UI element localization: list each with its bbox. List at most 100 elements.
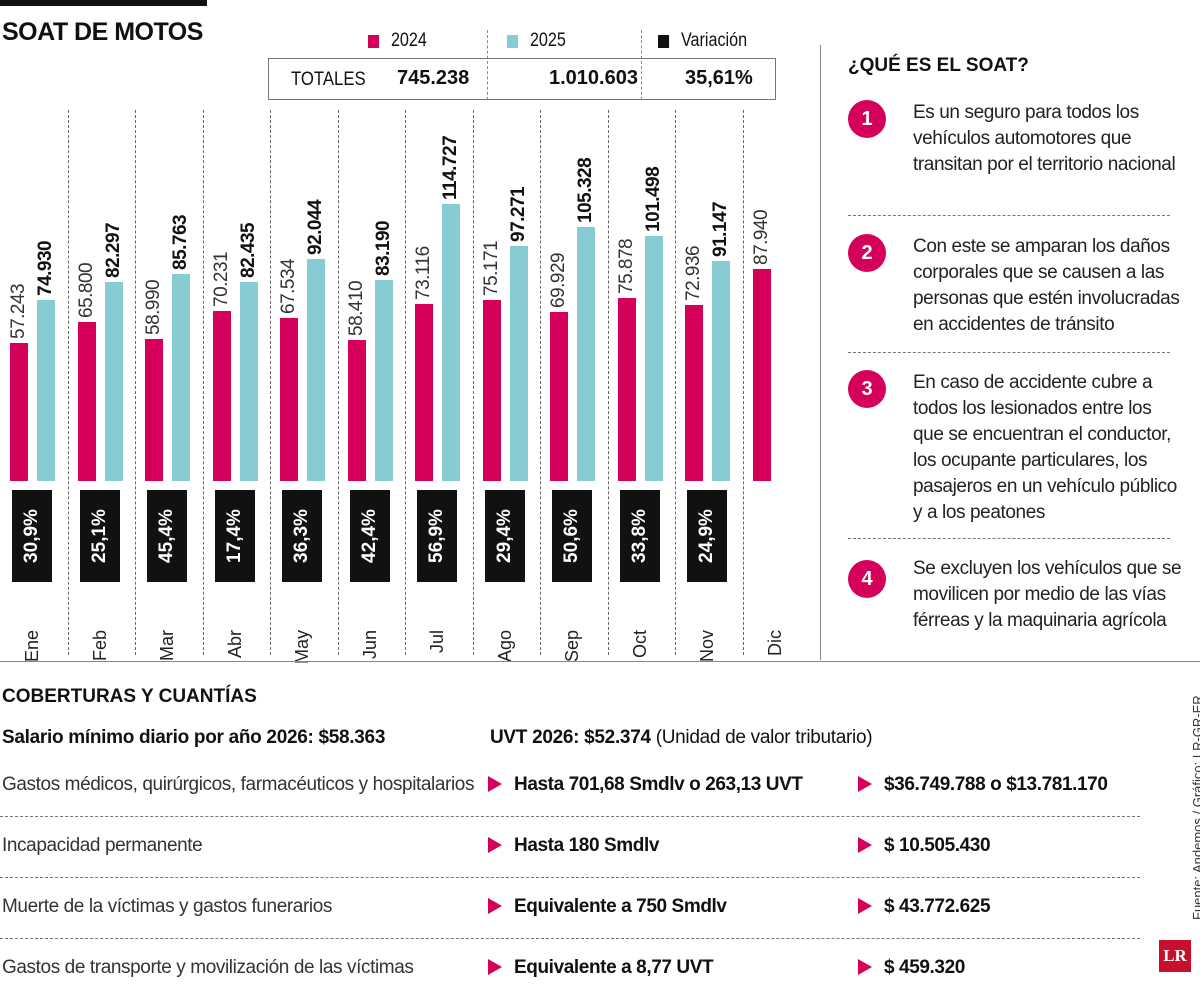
divider [641,30,642,100]
variation-badge: 42,4% [349,490,390,582]
bar-2025-Jun [374,280,393,481]
column-divider [202,110,204,655]
coverage-row: Incapacidad permanente Hasta 180 Smdlv $ 1… [0,827,1140,867]
variation-value: 50,6% [561,509,582,563]
variation-value: 17,4% [223,509,245,563]
bar-2025-May [307,258,325,481]
coverage-amount: $36.749.788 o $13.781.170 [858,774,1108,796]
coverage-limit: Equivalente a 750 Smdlv [488,896,727,918]
bar-chart: 57.243 74.930 30,9% Ene 65.800 82.297 25,1% Feb… [0,100,810,664]
month-label: Oct [629,629,650,658]
value-label: 114.727 [440,135,461,200]
bar-2025-Abr [239,281,258,481]
bar-2025-Oct [644,235,663,481]
coverage-limit: Equivalente a 8,77 UVT [488,957,714,979]
column-divider [540,110,541,655]
total-2025: 1.010.603 [549,67,638,89]
bar-2025-Nov [712,260,730,481]
month-label: Jun [359,629,380,659]
bar-2024-Jun [347,339,366,481]
value-label: 101.498 [642,166,664,232]
variation-value: 33,8% [628,509,650,563]
value-label: 82.435 [237,222,259,278]
arrow-icon [488,898,502,914]
variation-badge: 17,4% [214,490,255,582]
bar-2025-Jul [442,204,460,481]
value-label: 73.116 [413,246,434,301]
soat-item: 1 Es un seguro para todos los vehículos a… [848,100,1178,210]
arrow-icon [858,959,872,975]
value-label: 87.940 [750,209,772,265]
arrow-icon [858,898,872,914]
column-divider [135,110,136,655]
uvt-note: UVT 2026: $52.374 (Unidad de valor tribu… [490,727,873,749]
coverage-amount: $ 10.505.430 [858,835,991,857]
uvt-desc: (Unidad de valor tributario) [655,727,873,748]
month-label: Jul [427,629,447,653]
bar-2024-May [280,317,298,481]
soat-title: ¿QUÉ ES EL SOAT? [848,55,1029,76]
variation-badge: 36,3% [282,490,322,582]
value-label: 72.936 [683,245,704,301]
coverage-row: Gastos de transporte y movilización de l… [0,949,1140,989]
salary-note: Salario mínimo diario por año 2026: $58.… [2,727,386,748]
value-label: 58.410 [345,280,367,336]
month-label: Mar [157,630,177,661]
arrow-icon [488,837,502,853]
number-badge: 1 [848,100,886,138]
coverage-amount: $ 43.772.625 [858,896,991,918]
uvt-value: UVT 2026: $52.374 [490,727,651,748]
month-label: Feb [89,629,110,661]
variation-value: 29,4% [493,509,515,563]
bar-2025-Sep [577,226,595,481]
arrow-icon [858,776,872,792]
source-note: Fuente: Andemos / Gráfico: LR-GR-ER [1190,695,1200,920]
value-label: 65.800 [75,263,97,319]
bar-2024-Ago [482,299,501,481]
total-variation: 35,61% [685,67,753,89]
coverage-label: Gastos médicos, quirúrgicos, farmacéutic… [2,774,475,795]
column-divider [337,110,339,655]
value-label: 83.190 [372,221,394,277]
value-label: 91.147 [710,201,731,257]
bar-2024-Sep [550,312,568,481]
total-2024: 745.238 [397,67,470,89]
legend-2025: 2025 [507,30,566,52]
bar-2024-Jul [415,304,433,481]
column-divider [607,110,609,655]
arrow-icon [488,959,502,975]
variation-value: 45,4% [156,509,177,563]
coverage-label: Muerte de la víctimas y gastos funerario… [2,896,332,917]
totals-box: TOTALES 745.238 1.010.603 35,61% [268,58,776,100]
value-label: 75.878 [615,238,637,294]
number-badge: 2 [848,234,886,272]
coverage-limit: Hasta 180 Smdlv [488,835,659,857]
variation-value: 30,9% [21,509,42,563]
variation-badge: 56,9% [417,490,457,582]
divider [848,352,1170,353]
variation-value: 36,3% [291,509,312,563]
column-divider [67,110,69,655]
bar-2025-Feb [104,282,123,481]
value-label: 58.990 [143,279,164,335]
column-divider [675,110,676,655]
bar-2024-Abr [212,311,231,481]
column-divider [405,110,406,655]
month-label: Abr [224,629,245,658]
month-label: Dic [764,630,785,656]
value-label: 67.534 [278,258,299,314]
value-label: 74.930 [35,240,56,297]
legend-label: 2025 [529,30,566,51]
value-label: 75.171 [480,240,502,296]
value-label: 82.297 [102,223,124,279]
variation-badge: 30,9% [12,490,52,582]
chart-title: SOAT DE MOTOS [2,18,203,46]
section-divider [0,661,1200,662]
bar-2024-Nov [685,304,703,481]
value-label: 85.763 [170,214,191,270]
coverage-row: Gastos médicos, quirúrgicos, farmacéutic… [0,766,1140,806]
variation-value: 42,4% [358,509,380,563]
divider [487,30,488,100]
variation-badge: 45,4% [147,490,187,582]
variation-value: 25,1% [88,509,110,563]
